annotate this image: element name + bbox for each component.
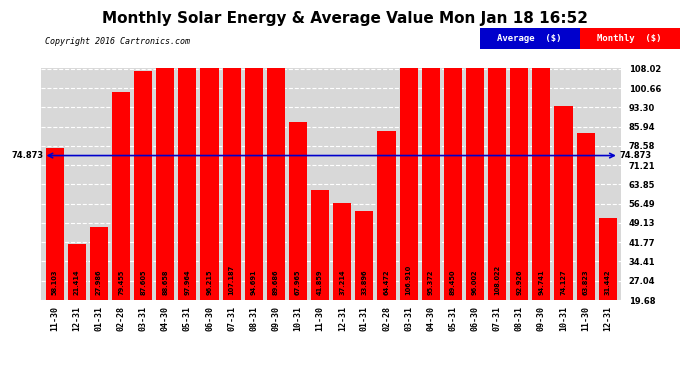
Bar (532, 52, 551, 300)
Text: 89.686: 89.686 (273, 269, 279, 295)
Text: 74.873: 74.873 (11, 151, 43, 160)
Bar (112, 92, 130, 300)
Bar (444, 66, 462, 300)
Bar (90, 227, 108, 300)
Text: 97.964: 97.964 (184, 269, 190, 295)
Text: Monthly Solar Energy & Average Value Mon Jan 18 16:52: Monthly Solar Energy & Average Value Mon… (102, 11, 588, 26)
Text: 107.187: 107.187 (228, 264, 235, 295)
Bar (134, 71, 152, 300)
Text: 27.986: 27.986 (96, 269, 102, 295)
Bar (355, 211, 373, 300)
Text: 74.127: 74.127 (560, 269, 566, 295)
Text: 95.372: 95.372 (428, 269, 434, 295)
Bar (422, 50, 440, 300)
Bar (201, 48, 219, 300)
Bar (267, 65, 285, 300)
Bar (488, 17, 506, 300)
Text: 87.605: 87.605 (140, 269, 146, 295)
Bar (599, 218, 617, 300)
Bar (510, 57, 529, 300)
Text: 89.450: 89.450 (450, 269, 456, 295)
Text: Monthly  ($): Monthly ($) (598, 34, 662, 43)
Bar (223, 20, 241, 300)
Text: 33.896: 33.896 (362, 269, 367, 295)
Bar (400, 20, 417, 300)
Text: 96.002: 96.002 (472, 269, 478, 295)
Text: 106.910: 106.910 (406, 264, 412, 295)
Text: 74.873: 74.873 (619, 151, 651, 160)
Bar (377, 131, 395, 300)
Text: 88.658: 88.658 (162, 269, 168, 295)
Text: 31.442: 31.442 (604, 269, 611, 295)
Bar (245, 52, 263, 300)
Bar (577, 133, 595, 300)
Text: 41.859: 41.859 (317, 269, 323, 295)
Bar (289, 122, 307, 300)
Text: 92.926: 92.926 (516, 269, 522, 295)
Text: 79.455: 79.455 (118, 269, 124, 295)
Bar (311, 190, 329, 300)
Text: 67.965: 67.965 (295, 269, 301, 295)
Text: 37.214: 37.214 (339, 269, 345, 295)
Text: Average  ($): Average ($) (497, 34, 562, 43)
Bar (46, 148, 63, 300)
Text: 94.691: 94.691 (250, 269, 257, 295)
Bar (466, 49, 484, 300)
Text: 96.215: 96.215 (206, 269, 213, 295)
Bar (178, 44, 197, 300)
Text: 21.414: 21.414 (74, 269, 80, 295)
Text: Copyright 2016 Cartronics.com: Copyright 2016 Cartronics.com (45, 38, 190, 46)
Text: 64.472: 64.472 (384, 269, 390, 295)
Text: 58.103: 58.103 (52, 269, 58, 295)
Text: 108.022: 108.022 (494, 264, 500, 295)
Bar (68, 244, 86, 300)
Bar (156, 68, 175, 300)
Bar (554, 106, 573, 300)
Text: 94.741: 94.741 (538, 269, 544, 295)
Text: 63.823: 63.823 (582, 269, 589, 295)
Bar (333, 202, 351, 300)
